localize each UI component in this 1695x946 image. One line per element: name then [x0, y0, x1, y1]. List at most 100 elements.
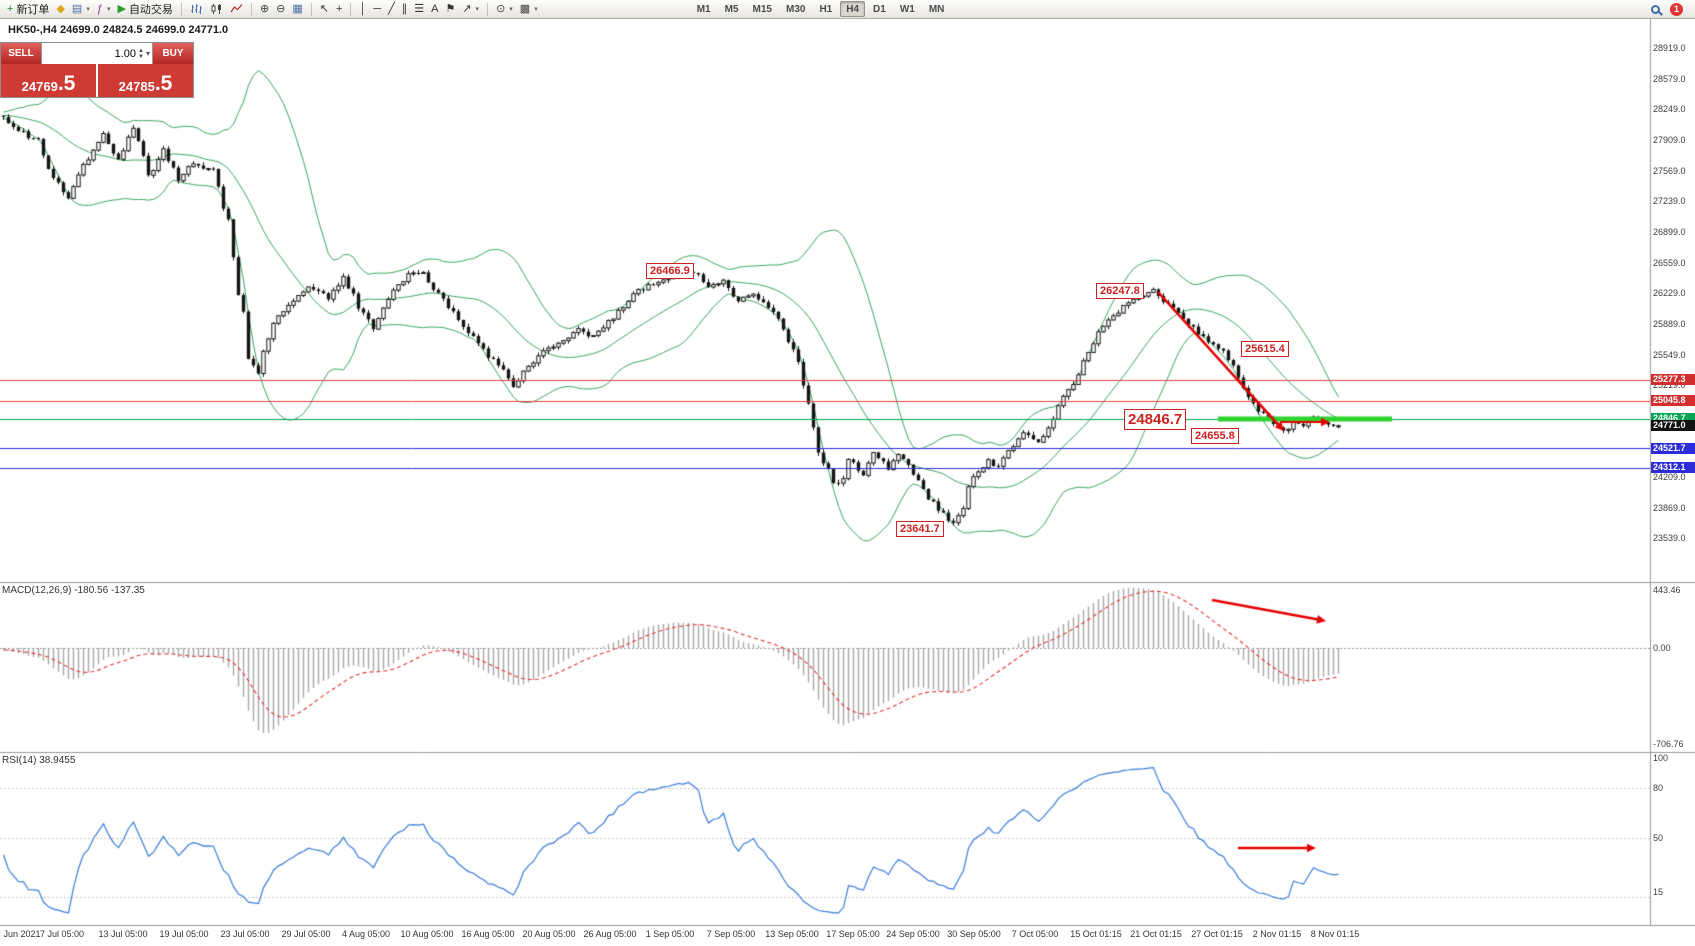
- time-axis-label: 1 Sep 05:00: [645, 929, 695, 939]
- search-icon[interactable]: [1651, 4, 1660, 14]
- time-axis-label: 27 Oct 01:15: [1191, 929, 1243, 939]
- vertical-line-icon[interactable]: │: [356, 1, 369, 18]
- text-icon: A: [431, 2, 439, 15]
- trendline-icon: ╱: [388, 2, 395, 15]
- price-axis-label: 26229.0: [1653, 287, 1686, 298]
- timeframe-button-M5[interactable]: M5: [724, 4, 739, 15]
- price-badge: 25277.3: [1651, 374, 1695, 386]
- volume-increase-button[interactable]: ▲: [138, 47, 144, 54]
- time-axis-label: 17 Sep 05:00: [826, 929, 880, 939]
- time-axis-label: 13 Jul 05:00: [98, 929, 148, 939]
- trendline-icon[interactable]: ╱: [385, 1, 398, 18]
- template-icon[interactable]: ▩ ▾: [517, 1, 541, 18]
- price-badge: 24521.7: [1651, 442, 1695, 454]
- zoom-in-icon[interactable]: ⊕: [257, 1, 272, 18]
- dropdown-caret-icon: ▾: [86, 6, 90, 13]
- sell-price-pips: .5: [57, 72, 76, 95]
- rsi-indicator-label: RSI(14) 38.9455: [2, 755, 76, 766]
- timeframe-button-D1[interactable]: D1: [873, 4, 886, 15]
- candles-chart-icon: [210, 3, 223, 15]
- cursor-icon[interactable]: ↖: [317, 1, 332, 18]
- macd-scale-label: -706.76: [1653, 739, 1684, 749]
- fibonacci-icon: ☰: [414, 2, 425, 15]
- crosshair-icon[interactable]: +: [333, 1, 345, 18]
- periods-icon[interactable]: ⊙ ▾: [493, 1, 516, 18]
- candles-chart-icon[interactable]: [207, 1, 226, 18]
- bars-chart-icon[interactable]: [187, 1, 206, 18]
- toolbar: + 新订单 ◆ ▤ ▾ ƒ ▾ ▶ 自动交易 ⊕ ⊖ ▦ ↖ + │ ─ ╱ ∥ ☰ A ⚑ ↗ ▾ ⊙ ▾ ▩ ▾ M1 M5 M15…: [0, 0, 1695, 19]
- buy-price-button[interactable]: 24785 .5: [98, 64, 193, 97]
- volume-input[interactable]: [44, 47, 137, 60]
- buy-button[interactable]: BUY: [153, 43, 193, 64]
- toolbar-right: 1: [1651, 2, 1691, 16]
- price-axis-label: 25549.0: [1653, 349, 1686, 360]
- dropdown-caret-icon: ▾: [106, 6, 111, 13]
- text-icon[interactable]: A: [428, 1, 441, 18]
- indicators-icon[interactable]: ƒ ▾: [94, 1, 114, 18]
- timeframe-button-H1[interactable]: H1: [819, 4, 833, 15]
- label-icon[interactable]: ⚑: [442, 1, 458, 18]
- timeframe-button-H4[interactable]: H4: [840, 1, 866, 17]
- zoom-out-icon: ⊖: [276, 2, 286, 15]
- auto-trading-icon[interactable]: ▶ 自动交易: [114, 1, 175, 18]
- zoom-out-icon[interactable]: ⊖: [273, 1, 288, 18]
- horizontal-line-icon[interactable]: ─: [370, 1, 384, 18]
- chart-window-icon: ◆: [56, 2, 65, 15]
- notification-badge[interactable]: 1: [1670, 2, 1683, 16]
- volume-dropdown-caret-icon[interactable]: ▾: [145, 49, 150, 58]
- sell-price: 24769: [21, 79, 58, 94]
- time-axis-label: 30 Sep 05:00: [947, 929, 1001, 939]
- timeframe-button-M15[interactable]: M15: [752, 4, 772, 15]
- price-axis-label: 26899.0: [1653, 226, 1686, 237]
- profiles-icon[interactable]: ▤ ▾: [69, 1, 93, 18]
- price-callout: 23641.7: [896, 520, 944, 537]
- timeframe-button-M30[interactable]: M30: [785, 4, 806, 15]
- chart-window-icon[interactable]: ◆: [53, 1, 67, 18]
- channel-icon[interactable]: ∥: [399, 1, 411, 18]
- sell-price-button[interactable]: 24769 .5: [1, 64, 96, 97]
- sell-button[interactable]: SELL: [1, 43, 41, 64]
- toolbar-icons: + 新订单 ◆ ▤ ▾ ƒ ▾ ▶ 自动交易 ⊕ ⊖ ▦ ↖ + │ ─ ╱ ∥ ☰ A ⚑ ↗ ▾ ⊙ ▾ ▩ ▾: [4, 1, 541, 18]
- price-callout: 26247.8: [1096, 283, 1144, 300]
- timeframe-button-MN[interactable]: MN: [928, 4, 945, 15]
- new-order-icon[interactable]: + 新订单: [4, 1, 52, 18]
- toolbar-separator: [487, 2, 489, 16]
- profiles-icon: ▤: [71, 2, 83, 15]
- time-axis-label: 16 Aug 05:00: [461, 929, 515, 939]
- shapes-icon[interactable]: ↗ ▾: [459, 1, 482, 18]
- timeframe-button-W1[interactable]: W1: [899, 4, 915, 15]
- periods-icon: ⊙: [496, 2, 506, 15]
- tile-windows-icon: ▦: [292, 2, 303, 15]
- macd-scale-label: 443.46: [1653, 585, 1681, 595]
- vertical-line-icon: │: [359, 2, 367, 15]
- one-click-trade-panel: SELL ▲ ▼ ▾ BUY 24769 .5 24785 .5: [0, 42, 194, 98]
- fibonacci-icon[interactable]: ☰: [411, 1, 427, 18]
- time-axis-label: 8 Nov 01:15: [1310, 929, 1360, 939]
- price-axis-label: 28579.0: [1653, 73, 1686, 84]
- time-axis-label: 24 Sep 05:00: [886, 929, 940, 939]
- price-badge: 24312.1: [1651, 462, 1695, 474]
- timeframe-bar: M1 M5 M15 M30 H1 H4 D1 W1 MN: [691, 1, 951, 17]
- timeframe-button-M1[interactable]: M1: [696, 4, 711, 15]
- dropdown-caret-icon: ▾: [509, 6, 513, 13]
- rsi-scale-label: 15: [1653, 887, 1664, 897]
- time-axis-label: 4 Aug 05:00: [341, 929, 391, 939]
- buy-price-pips: .5: [154, 72, 173, 95]
- volume-decrease-button[interactable]: ▼: [138, 53, 144, 60]
- rsi-scale-label: 80: [1653, 783, 1664, 793]
- label-icon: ⚑: [445, 2, 456, 15]
- price-axis-label: 23539.0: [1653, 533, 1686, 543]
- price-axis-label: 28249.0: [1653, 103, 1686, 114]
- horizontal-line-icon: ─: [373, 2, 382, 15]
- time-axis-label: 7 Oct 05:00: [1011, 929, 1059, 939]
- tile-windows-icon[interactable]: ▦: [289, 1, 305, 18]
- time-axis-label: 7 Sep 05:00: [706, 929, 756, 939]
- time-axis-label: Jun 2021: [3, 929, 41, 939]
- line-chart-icon[interactable]: [227, 1, 246, 18]
- time-axis-label: 13 Sep 05:00: [765, 929, 819, 939]
- price-badge: 24771.0: [1651, 420, 1695, 432]
- rsi-scale-label: 100: [1653, 753, 1669, 763]
- chart-ohlc-info: HK50-,H4 24699.0 24824.5 24699.0 24771.0: [8, 24, 229, 36]
- price-axis-label: 27239.0: [1653, 195, 1686, 206]
